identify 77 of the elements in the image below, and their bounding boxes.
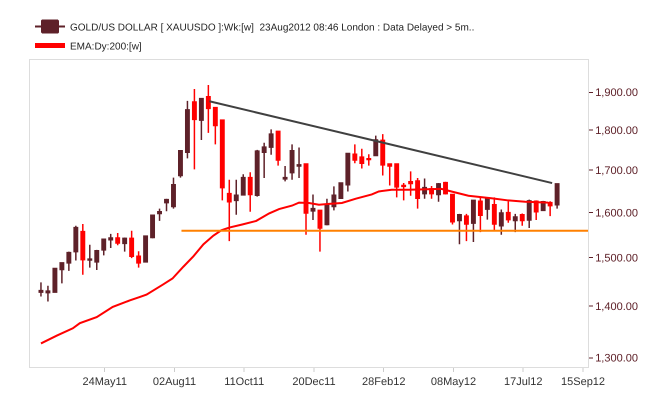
- candlestick: [324, 198, 330, 226]
- candlestick: [164, 198, 169, 212]
- legend-label: GOLD/US DOLLAR [ XAUUSDO ]:Wk:[w] 23Aug2012 08:46 London : Data Delayed > 5m..: [70, 22, 474, 34]
- candlestick: [150, 214, 156, 240]
- candlestick: [498, 208, 504, 236]
- x-tick-label: 17Jul12: [504, 376, 543, 388]
- y-tick-label: 1,500.00: [595, 252, 638, 265]
- candlestick: [534, 200, 539, 221]
- candlestick: [94, 249, 100, 271]
- x-tick-label: 20Dec11: [292, 376, 336, 388]
- candlestick: [73, 225, 78, 262]
- candlestick: [387, 163, 392, 186]
- candlestick: [80, 223, 86, 276]
- candlestick: [101, 238, 106, 256]
- candlestick: [66, 250, 72, 272]
- candlestick: [520, 212, 525, 227]
- candlestick: [464, 213, 469, 242]
- candlestick: [268, 128, 274, 156]
- candlestick: [290, 144, 295, 180]
- x-tick-label: 24May11: [82, 376, 127, 388]
- candlestick: [136, 250, 142, 268]
- candlestick: [276, 130, 281, 166]
- candlestick: [184, 100, 190, 160]
- candlestick: [157, 208, 162, 222]
- candlestick: [352, 144, 358, 164]
- y-tick-label: 1,900.00: [595, 87, 638, 100]
- candlestick: [87, 244, 92, 268]
- candlestick: [254, 149, 260, 198]
- candlestick: [240, 174, 246, 196]
- candlestick: [492, 196, 497, 232]
- candlestick: [192, 88, 197, 170]
- candlestick: [234, 178, 239, 216]
- x-tick-label: 15Sep12: [560, 376, 606, 388]
- x-tick-label: 02Aug11: [152, 376, 196, 388]
- candlestick: [115, 232, 120, 246]
- candlestick: [484, 196, 490, 220]
- candlestick: [338, 182, 344, 200]
- candlestick: [129, 230, 134, 259]
- x-tick-label: 08May12: [430, 376, 476, 388]
- y-tick-label: 1,600.00: [595, 207, 638, 220]
- candlestick: [366, 154, 372, 166]
- y-tick-label: 1,800.00: [595, 125, 638, 138]
- candlestick: [457, 213, 462, 246]
- candlestick: [38, 282, 44, 298]
- candlestick: [248, 171, 253, 212]
- legend-label: EMA:Dy:200:[w]: [70, 41, 142, 52]
- candlestick: [178, 150, 183, 178]
- candlestick: [554, 183, 560, 210]
- candlestick: [198, 98, 204, 141]
- candlestick: [296, 146, 302, 179]
- candlestick: [282, 165, 288, 182]
- candlestick: [108, 233, 114, 249]
- candlestick: [318, 210, 322, 252]
- candlestick: [345, 152, 350, 192]
- candlestick: [206, 84, 211, 134]
- candlestick: [262, 142, 267, 179]
- candlestick: [122, 236, 128, 252]
- candlestick: [212, 106, 218, 146]
- candlestick: [171, 176, 176, 210]
- candlestick: [450, 194, 455, 226]
- x-tick-label: 11Oct11: [224, 376, 264, 388]
- candlestick: [380, 133, 386, 176]
- candlestick: [52, 268, 58, 293]
- candlestick: [478, 196, 483, 233]
- candlestick: [470, 198, 476, 243]
- candlestick: [143, 235, 148, 263]
- y-tick-label: 1,700.00: [595, 165, 638, 178]
- candlestick: [506, 200, 511, 224]
- candlestick: [45, 285, 50, 302]
- x-tick-label: 28Feb12: [362, 376, 406, 388]
- y-tick-label: 1,400.00: [595, 300, 638, 313]
- y-tick-label: 1,300.00: [595, 352, 638, 365]
- candlestick: [359, 148, 364, 170]
- candlestick: [512, 213, 518, 233]
- candlestick: [310, 194, 316, 221]
- candlestick: [59, 262, 64, 284]
- candlestick: [220, 119, 225, 202]
